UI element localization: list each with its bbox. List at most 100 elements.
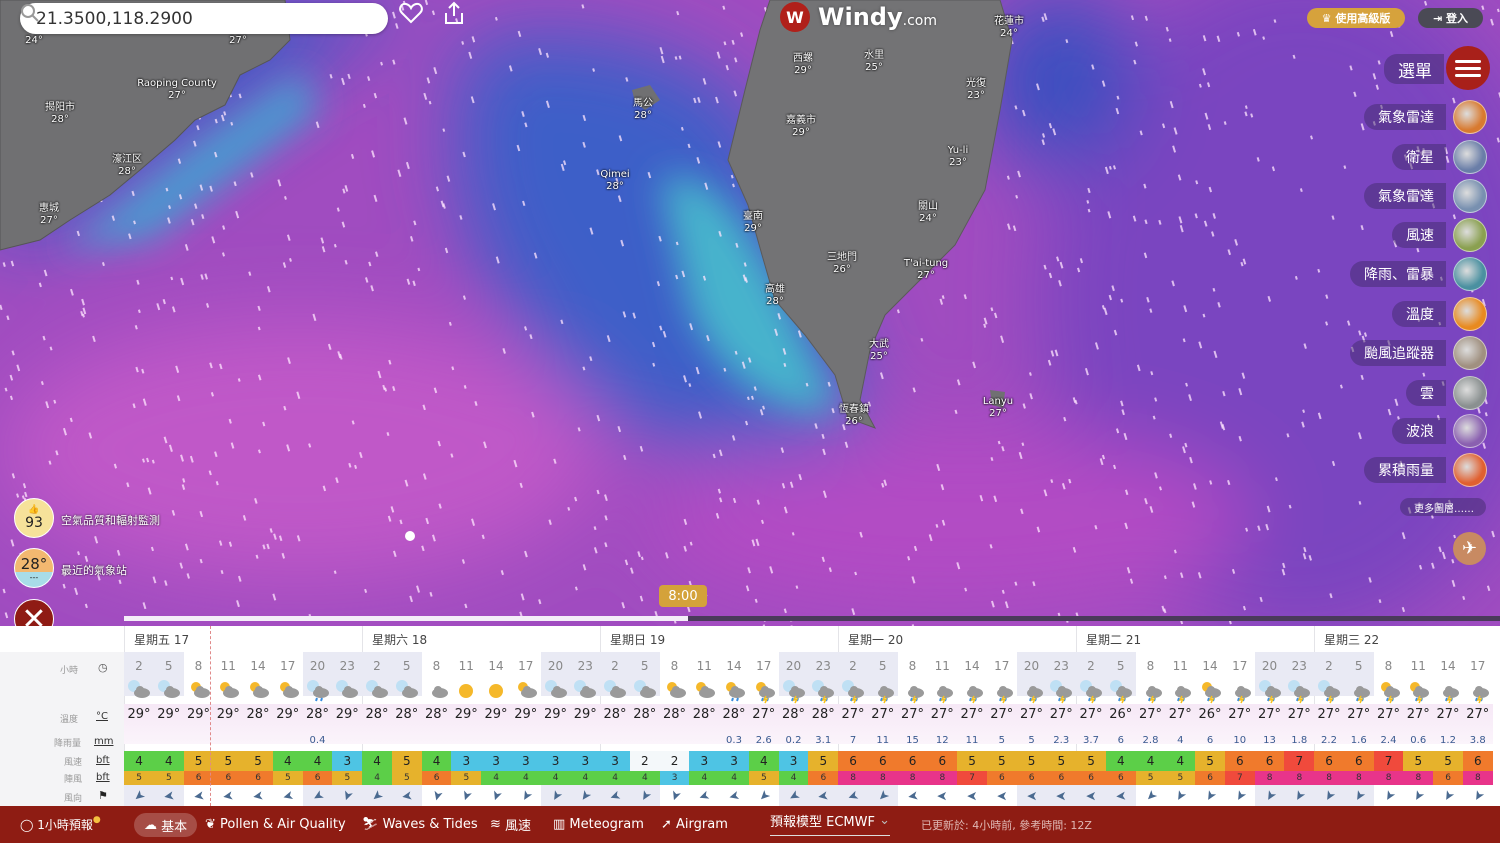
hour-cell: 2 bbox=[611, 659, 619, 673]
gust-cell: 5 bbox=[748, 771, 779, 785]
hour-cell: 8 bbox=[1146, 659, 1155, 673]
rain-cell: 2.8 bbox=[1142, 735, 1159, 746]
air-quality-value: 93 bbox=[25, 515, 43, 531]
wind-cell: 6 bbox=[1254, 751, 1285, 771]
temp-cell: 27° bbox=[1347, 707, 1371, 722]
layer-thumbnail[interactable] bbox=[1453, 297, 1487, 331]
gust-cell: 4 bbox=[570, 771, 601, 785]
login-button[interactable]: ⇥ 登入 bbox=[1418, 8, 1483, 28]
air-quality-label[interactable]: 空氣品質和輻射監測 bbox=[61, 514, 160, 527]
tab-wind[interactable]: ≋ 風速 bbox=[490, 806, 531, 843]
layer-thumbnail[interactable] bbox=[1453, 414, 1487, 448]
layer-item-label[interactable]: 雲 bbox=[1406, 380, 1446, 406]
temp-band bbox=[1195, 704, 1226, 744]
layer-item-label[interactable]: 溫度 bbox=[1392, 301, 1446, 327]
map[interactable]: 24° 27° Raoping County 27° 揭阳市 28° 濠江区 28° … bbox=[0, 0, 1500, 626]
temp-cell: 27° bbox=[1228, 707, 1252, 722]
wind-cell: 4 bbox=[153, 751, 184, 771]
temp-cell: 27° bbox=[1257, 707, 1282, 722]
gust-cell: 8 bbox=[1343, 771, 1374, 785]
current-time-line bbox=[210, 626, 211, 806]
hour-cell: 17 bbox=[280, 659, 296, 673]
gust-cell: 4 bbox=[629, 771, 660, 785]
more-layers-button[interactable]: 更多圖層…… bbox=[1400, 498, 1486, 516]
share-icon[interactable] bbox=[441, 0, 467, 26]
land-penghu bbox=[632, 85, 660, 110]
wind-direction-arrow-icon: ➤ bbox=[221, 787, 235, 804]
temp-cell: 29° bbox=[276, 707, 300, 722]
layer-thumbnail[interactable] bbox=[1453, 100, 1487, 134]
layer-item-label[interactable]: 降雨、雷暴 bbox=[1350, 261, 1446, 287]
hourly-forecast-toggle[interactable]: ◯ 1小時預報 ● bbox=[20, 806, 101, 843]
layer-thumbnail[interactable] bbox=[1453, 140, 1487, 174]
map-label: Yu-li 23° bbox=[947, 145, 969, 168]
location-marker[interactable] bbox=[405, 531, 415, 541]
temp-unit[interactable]: °C bbox=[96, 711, 108, 722]
layer-item-label[interactable]: 波浪 bbox=[1392, 418, 1446, 444]
gust-cell: 5 bbox=[124, 771, 155, 785]
hour-cell: 20 bbox=[1023, 659, 1040, 673]
tab-basic[interactable]: ☁ 基本 bbox=[134, 813, 198, 837]
layer-thumbnail[interactable] bbox=[1453, 179, 1487, 213]
gust-cell: 4 bbox=[362, 771, 393, 785]
windy-logo-icon: W bbox=[780, 2, 810, 32]
layer-item-label[interactable]: 颱風追蹤器 bbox=[1350, 340, 1446, 366]
hour-cell: 20 bbox=[785, 659, 802, 673]
weather-station-label[interactable]: 最近的氣象站 bbox=[61, 564, 127, 577]
weather-icon-t bbox=[1346, 678, 1372, 708]
hour-cell: 20 bbox=[547, 659, 564, 673]
wind-cell: 3 bbox=[540, 751, 571, 771]
temp-cell: 27° bbox=[1436, 707, 1460, 722]
hour-cell: 20 bbox=[1261, 659, 1278, 673]
tab-pollen[interactable]: ❦ Pollen & Air Quality bbox=[205, 806, 346, 843]
temp-band bbox=[1046, 704, 1077, 744]
layer-thumbnail[interactable] bbox=[1453, 376, 1487, 410]
layer-thumbnail[interactable] bbox=[1453, 453, 1487, 487]
gust-cell: 5 bbox=[451, 771, 482, 785]
hour-cell: 2 bbox=[849, 659, 857, 673]
temp-band bbox=[808, 704, 839, 744]
hour-cell: 5 bbox=[402, 659, 411, 673]
clock-icon: ◷ bbox=[98, 661, 108, 674]
tab-waves[interactable]: ⛷ Waves & Tides bbox=[362, 806, 478, 843]
weather-station-button[interactable]: 28° --- bbox=[14, 548, 54, 588]
airplane-button[interactable]: ✈ bbox=[1453, 532, 1486, 565]
tab-meteogram[interactable]: ▥ Meteogram bbox=[553, 806, 644, 843]
map-label: 惠城 27° bbox=[39, 203, 59, 226]
temp-band bbox=[1314, 704, 1345, 744]
night-shade bbox=[600, 784, 631, 806]
hamburger-menu-button[interactable] bbox=[1446, 46, 1490, 90]
model-select[interactable]: 預報模型 ECMWF ⌄ bbox=[770, 806, 891, 836]
rain-cell: 3.7 bbox=[1083, 735, 1099, 746]
layer-item-label[interactable]: 氣象雷達 bbox=[1364, 104, 1446, 130]
weather-icon-mc bbox=[126, 678, 152, 708]
timeline-handle[interactable]: 8:00 bbox=[659, 585, 707, 607]
gust-unit[interactable]: bft bbox=[96, 772, 110, 783]
menu-title[interactable]: 選單 bbox=[1384, 54, 1444, 84]
gust-cell: 8 bbox=[838, 771, 869, 785]
layer-item-label[interactable]: 氣象雷達 bbox=[1364, 183, 1446, 209]
chart-icon: ▥ bbox=[553, 817, 570, 832]
search-input[interactable]: 21.3500,118.2900 bbox=[20, 3, 388, 34]
layer-item-label[interactable]: 衛星 bbox=[1392, 144, 1446, 170]
layer-item-label[interactable]: 風速 bbox=[1392, 222, 1446, 248]
layer-item-label[interactable]: 累積雨量 bbox=[1364, 457, 1446, 483]
windy-logo[interactable]: W Windy.com bbox=[780, 2, 937, 32]
premium-button[interactable]: ♛ 使用高級版 bbox=[1307, 8, 1405, 28]
tab-label: 風速 bbox=[505, 819, 532, 834]
rain-unit[interactable]: mm bbox=[94, 736, 114, 747]
air-quality-button[interactable]: 👍 93 bbox=[14, 498, 54, 538]
weather-icon-t bbox=[870, 678, 896, 708]
temp-cell: 29° bbox=[573, 707, 597, 722]
tab-airgram[interactable]: ➚ Airgram bbox=[661, 806, 728, 843]
temp-band bbox=[332, 704, 363, 744]
temp-band bbox=[1403, 704, 1434, 744]
layer-thumbnail[interactable] bbox=[1453, 257, 1487, 291]
timeline-slider[interactable] bbox=[124, 616, 1500, 621]
layer-thumbnail[interactable] bbox=[1453, 336, 1487, 370]
heart-icon[interactable] bbox=[398, 0, 424, 26]
temp-band bbox=[778, 704, 809, 744]
leaf-icon: ❦ bbox=[205, 817, 221, 832]
layer-thumbnail[interactable] bbox=[1453, 218, 1487, 252]
wind-unit[interactable]: bft bbox=[96, 755, 110, 766]
